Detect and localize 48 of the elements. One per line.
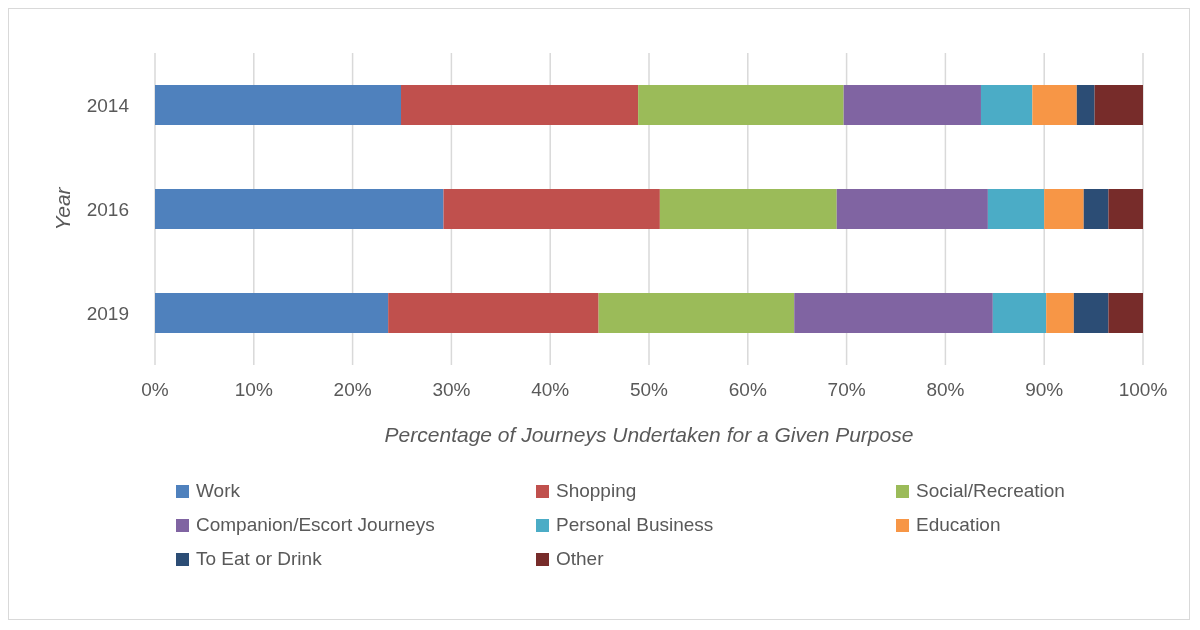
x-tick-label: 10%	[234, 379, 273, 401]
legend-label: To Eat or Drink	[196, 548, 322, 570]
bar	[1083, 189, 1109, 229]
bar	[980, 85, 1033, 125]
legend-label: Other	[556, 548, 604, 570]
bar	[401, 85, 639, 125]
bar	[987, 189, 1045, 229]
bar	[794, 293, 993, 333]
x-tick-label: 90%	[1025, 379, 1064, 401]
bar	[155, 189, 444, 229]
bar	[1032, 85, 1077, 125]
legend-label: Education	[916, 514, 1001, 536]
y-tick-label: 2014	[86, 94, 130, 116]
bar	[1046, 293, 1074, 333]
bar	[843, 85, 981, 125]
x-tick-label: 30%	[432, 379, 471, 401]
x-tick-label: 80%	[926, 379, 965, 401]
x-tick-label: 60%	[728, 379, 767, 401]
x-tick-label: 70%	[827, 379, 866, 401]
y-tick-label: 2016	[86, 198, 129, 220]
bar	[443, 189, 660, 229]
bar	[1044, 189, 1084, 229]
legend-label: Personal Business	[556, 514, 714, 536]
bar	[1108, 189, 1143, 229]
x-tick-label: 20%	[333, 379, 372, 401]
x-tick-label: 0%	[141, 379, 169, 401]
y-axis-title: Year	[51, 186, 75, 231]
bar	[1076, 85, 1095, 125]
bar	[638, 85, 844, 125]
x-axis-title: Percentage of Journeys Undertaken for a Given Purpose	[384, 422, 914, 446]
x-tick-label: 100%	[1118, 379, 1168, 401]
bar	[388, 293, 599, 333]
y-tick-label: 2019	[86, 302, 129, 324]
legend-label: Companion/Escort Journeys	[196, 514, 435, 536]
bar	[155, 293, 389, 333]
legend-label: Shopping	[556, 480, 637, 502]
bar	[598, 293, 795, 333]
bar	[659, 189, 837, 229]
legend-label: Work	[196, 480, 240, 502]
bar	[155, 85, 402, 125]
bar	[1108, 293, 1143, 333]
legend-label: Social/Recreation	[916, 480, 1065, 502]
bar	[1073, 293, 1109, 333]
bar	[836, 189, 988, 229]
bar	[1094, 85, 1143, 125]
x-tick-label: 40%	[531, 379, 570, 401]
x-tick-label: 50%	[629, 379, 669, 401]
bar	[992, 293, 1047, 333]
